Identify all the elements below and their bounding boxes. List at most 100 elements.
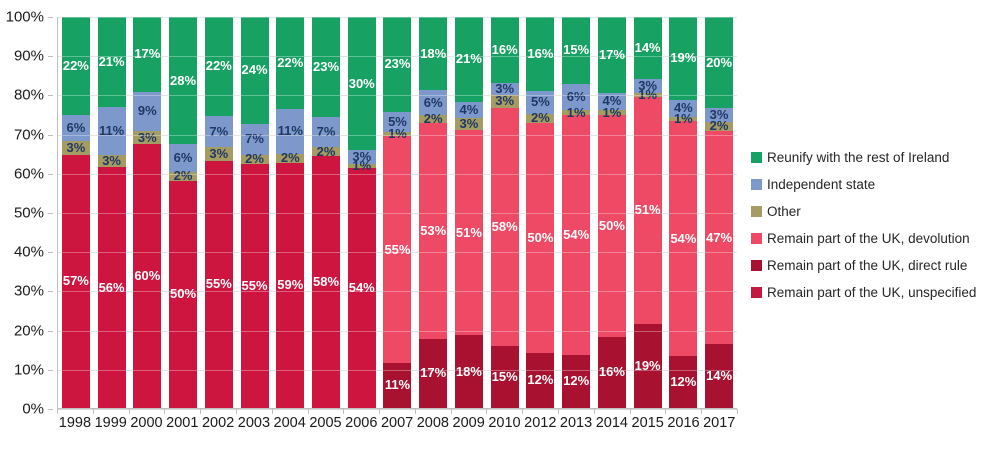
segment: 51% (633, 97, 662, 324)
bar-2013: 12% 54% 1% 6% 15% (562, 17, 591, 408)
segment: 2% (419, 111, 448, 127)
data-label: 14% (634, 40, 661, 56)
y-tick-mark (48, 174, 53, 175)
data-label: 22% (205, 58, 232, 74)
y-tick-mark (48, 213, 53, 214)
bar-slot-2001: 50% 2% 6% 28% (165, 17, 201, 408)
segment: 1% (633, 88, 662, 101)
segment: 54% (347, 168, 376, 408)
x-tick-label: 1999 (94, 415, 127, 431)
y-tick-label: 50% (13, 204, 44, 222)
segment: 17% (133, 17, 162, 92)
legend-item: Remain part of the UK, direct rule (751, 255, 976, 275)
segment: 23% (312, 17, 340, 117)
data-label: 2% (531, 110, 550, 126)
data-label: 28% (170, 72, 197, 88)
bar-slot-2003: 55% 2% 7% 24% (237, 17, 273, 408)
data-label: 2% (709, 118, 729, 134)
segment: 21% (454, 17, 483, 102)
segment: 23% (383, 17, 412, 112)
legend-label: Other (767, 203, 801, 219)
x-tick-mark (164, 409, 166, 414)
x-tick-mark (593, 409, 595, 414)
segment: 16% (526, 17, 555, 91)
segment: 7% (312, 116, 340, 148)
bar-2002: 55% 3% 7% 22% (204, 17, 233, 408)
data-label: 20% (706, 54, 733, 70)
y-tick-label: 10% (13, 361, 44, 379)
legend-swatch-icon (751, 205, 762, 217)
segment: 2% (169, 168, 198, 184)
legend-swatch-icon (751, 151, 762, 163)
data-label: 22% (62, 58, 89, 74)
segment: 3% (347, 149, 376, 165)
x-tick-mark (629, 409, 631, 414)
segment: 54% (669, 121, 698, 356)
data-label: 11% (98, 123, 125, 139)
segment: 53% (419, 122, 448, 339)
data-label: 2% (173, 168, 193, 184)
x-tick-label: 2006 (345, 415, 378, 431)
x-tick-label: 2010 (488, 415, 521, 431)
segment: 3% (454, 117, 483, 130)
legend-label: Remain part of the UK, direct rule (767, 257, 968, 273)
data-label: 55% (205, 276, 232, 292)
legend-swatch-icon (751, 232, 762, 244)
data-label: 55% (384, 241, 411, 257)
x-tick-label: 2016 (667, 415, 700, 431)
data-label: 4% (602, 93, 622, 109)
segment: 14% (633, 17, 662, 80)
data-label: 7% (209, 123, 229, 139)
bar-2017: 14% 47% 2% 3% 20% (705, 17, 734, 408)
data-label: 6% (423, 94, 443, 110)
bar-2007: 11% 55% 1% 5% 23% (383, 17, 412, 408)
segment: 1% (347, 159, 376, 172)
bar-2010: 15% 58% 3% 3% 16% (490, 17, 519, 408)
y-tick-label: 60% (13, 165, 44, 183)
bar-slot-2002: 55% 3% 7% 22% (201, 17, 237, 408)
segment: 2% (526, 110, 555, 126)
x-tick-mark (665, 409, 667, 414)
x-tick-mark (343, 409, 345, 414)
data-label: 30% (348, 75, 375, 91)
data-label: 3% (209, 146, 229, 162)
segment: 54% (562, 114, 591, 355)
data-label: 18% (420, 45, 447, 61)
legend-item: Independent state (751, 174, 976, 194)
data-label: 2% (423, 111, 443, 127)
segment: 15% (490, 346, 519, 408)
bar-slot-2009: 18% 51% 3% 4% 21% (451, 17, 487, 408)
x-tick-label: 2003 (237, 415, 271, 431)
data-label: 2% (280, 150, 300, 166)
x-tick-label: 2012 (524, 415, 557, 431)
legend: Reunify with the rest of Ireland Independ… (751, 147, 976, 309)
data-label: 17% (134, 46, 161, 62)
data-label: 54% (563, 226, 590, 242)
x-tick-mark (522, 409, 524, 414)
segment: 1% (383, 127, 412, 141)
bar-2006: 54% 1% 3% 30% (347, 17, 376, 408)
x-tick-mark (379, 409, 381, 414)
x-tick-label: 2001 (166, 415, 199, 431)
y-tick-label: 30% (13, 282, 44, 300)
data-label: 50% (598, 218, 625, 234)
data-label: 12% (563, 373, 590, 389)
data-label: 60% (134, 268, 161, 284)
segment: 3% (97, 154, 126, 168)
y-tick-label: 70% (13, 126, 44, 144)
legend-swatch-icon (751, 259, 762, 271)
legend-label: Remain part of the UK, unspecified (767, 284, 977, 300)
data-label: 14% (706, 368, 733, 384)
segment: 2% (276, 151, 305, 165)
x-tick-mark (486, 409, 488, 414)
segment: 1% (562, 106, 591, 119)
bar-2012: 12% 50% 2% 5% 16% (526, 17, 555, 408)
x-tick-label: 2013 (559, 415, 593, 431)
segment: 50% (597, 114, 626, 337)
bar-1998: 57% 3% 6% 22% (61, 17, 90, 408)
legend-swatch-icon (751, 178, 762, 190)
bar-2015: 19% 51% 1% 3% 14% (633, 17, 662, 408)
data-label: 3% (352, 149, 372, 165)
data-label: 6% (173, 150, 193, 166)
